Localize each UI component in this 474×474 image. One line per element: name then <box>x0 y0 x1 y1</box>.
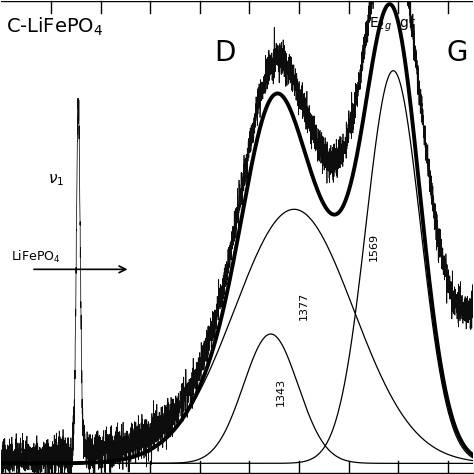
Text: D: D <box>215 39 236 67</box>
Text: G: G <box>447 39 468 67</box>
Text: C-LiFePO$_4$: C-LiFePO$_4$ <box>6 16 103 38</box>
Text: E$_{2g}$  gr: E$_{2g}$ gr <box>369 16 416 34</box>
Text: LiFePO$_4$: LiFePO$_4$ <box>11 249 61 264</box>
Text: $\nu_1$: $\nu_1$ <box>48 173 64 188</box>
Text: 1569: 1569 <box>368 233 378 262</box>
Text: 1343: 1343 <box>276 378 286 406</box>
Text: 1377: 1377 <box>299 292 309 320</box>
